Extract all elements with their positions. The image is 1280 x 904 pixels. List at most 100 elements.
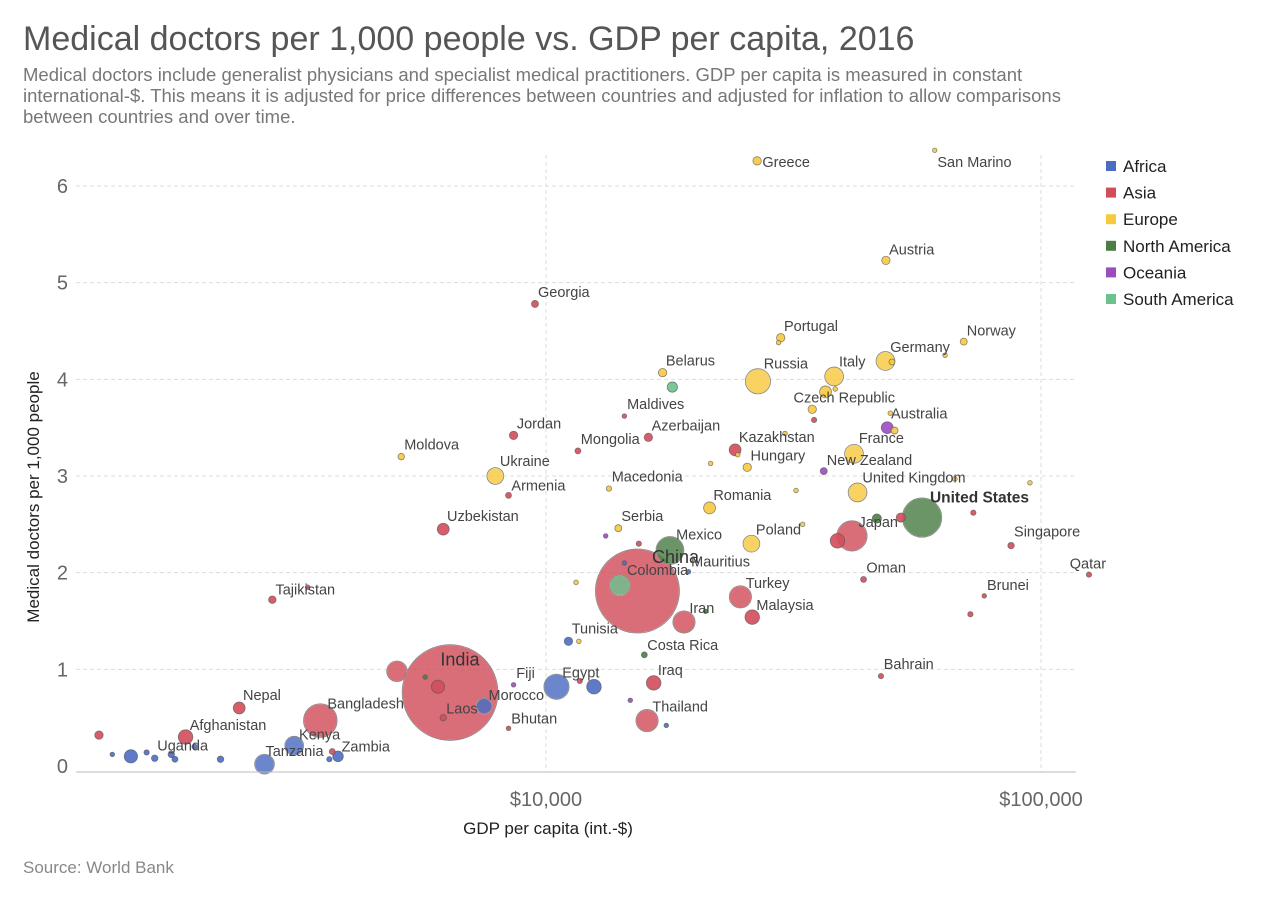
bubble[interactable] [621,560,628,566]
bubble[interactable] [627,697,633,703]
bubble-outline [303,703,338,738]
bubble-san-marino[interactable] [932,147,938,153]
bubble[interactable] [326,756,333,763]
point-label: Brunei [987,578,1029,594]
bubble[interactable] [819,385,832,399]
bubble-jordan[interactable] [508,430,519,440]
bubble[interactable] [422,674,428,680]
bubble-hungary[interactable] [742,462,752,472]
bubble-armenia[interactable] [505,491,512,499]
point-label: Tanzania [265,744,324,760]
bubble[interactable] [602,533,609,539]
bubble[interactable] [586,679,602,695]
bubble[interactable] [811,416,818,423]
bubble-austria[interactable] [881,255,891,266]
bubble-uzbekistan[interactable] [436,522,450,536]
bubble[interactable] [191,743,198,750]
bubble-maldives[interactable] [621,413,628,419]
bubble[interactable] [143,749,150,756]
bubble[interactable] [775,339,782,346]
legend-item-south-america[interactable]: South America [1106,290,1234,309]
bubble-mongolia[interactable] [574,447,582,455]
bubble[interactable] [94,730,104,740]
bubble-greece[interactable] [752,156,762,166]
bubble[interactable] [887,410,893,416]
bubble-czech-republic[interactable] [807,404,817,414]
bubble[interactable] [328,748,336,755]
bubble[interactable] [576,638,582,645]
bubble[interactable] [109,751,116,758]
bubble[interactable] [430,679,446,694]
bubble[interactable] [707,460,714,467]
point-label: Russia [764,356,809,372]
bubble-uganda[interactable] [167,750,175,759]
bubble-georgia[interactable] [531,300,539,308]
bubble[interactable] [635,540,642,547]
bubble-singapore[interactable] [1007,541,1015,550]
bubble-iraq[interactable] [645,675,662,691]
bubble[interactable] [151,754,159,762]
bubble-bhutan[interactable] [505,725,512,732]
bubble-zambia[interactable] [332,750,344,763]
bubble[interactable] [663,722,670,729]
bubble-nepal[interactable] [232,701,246,715]
legend[interactable]: Africa Asia Europe North America Oceania Sout… [1106,157,1234,309]
bubble[interactable] [952,476,958,482]
bubble[interactable] [304,584,311,590]
legend-item-africa[interactable]: Africa [1106,157,1167,176]
y-tick-label: 1 [57,659,68,681]
bubble-afghanistan[interactable] [177,729,194,745]
bubble[interactable] [1027,480,1033,486]
bubble-romania[interactable] [703,501,716,515]
bubble-costa-rica[interactable] [640,651,648,659]
bubble-mauritius[interactable] [685,568,692,575]
legend-item-north-america[interactable]: North America [1106,237,1231,256]
point-label: Macedonia [612,470,684,486]
bubble-fiji[interactable] [510,682,517,688]
bubble-laos[interactable] [439,714,447,722]
bubble[interactable] [702,608,709,615]
bubble-moldova[interactable] [397,453,405,461]
bubble[interactable] [890,426,899,435]
bubble[interactable] [832,386,838,392]
bubble[interactable] [895,512,906,523]
bubble-belarus[interactable] [657,367,668,378]
bubble-bahrain[interactable] [877,673,885,680]
bubble[interactable] [799,521,806,528]
bubble-oman[interactable] [860,576,867,583]
legend-item-europe[interactable]: Europe [1106,210,1178,229]
bubble[interactable] [967,611,974,618]
bubble-serbia[interactable] [614,524,623,533]
point-label: Armenia [511,478,566,494]
bubble[interactable] [782,430,788,437]
bubble-azerbaijan[interactable] [643,432,653,442]
bubble[interactable] [735,452,741,458]
bubble-new-zealand[interactable] [819,467,828,476]
bubble[interactable] [666,381,678,393]
bubble-tunisia[interactable] [563,636,574,646]
legend-item-oceania[interactable]: Oceania [1106,263,1187,282]
bubble[interactable] [123,749,138,764]
point-label: Thailand [652,700,708,716]
bubble[interactable] [970,509,977,516]
bubble[interactable] [942,352,948,358]
bubble-brunei[interactable] [981,593,987,599]
bubble-malaysia[interactable] [744,609,760,625]
bubble-tajikistan[interactable] [268,595,277,604]
bubble[interactable] [171,755,179,763]
bubble-macedonia[interactable] [605,485,612,492]
point-label: Azerbaijan [652,418,721,434]
bubble-norway[interactable] [959,337,968,346]
point-label: Uganda [157,738,209,754]
bubble[interactable] [573,579,579,586]
bubble[interactable] [216,755,225,763]
bubble-qatar[interactable] [1085,571,1093,578]
bubble[interactable] [888,358,896,366]
bubble[interactable] [793,487,799,494]
legend-item-asia[interactable]: Asia [1106,184,1157,203]
bubble[interactable] [871,513,882,524]
bubble[interactable] [576,677,583,684]
point-label: Maldives [627,397,684,413]
bubble[interactable] [829,533,846,549]
point-label: Malaysia [756,598,814,614]
